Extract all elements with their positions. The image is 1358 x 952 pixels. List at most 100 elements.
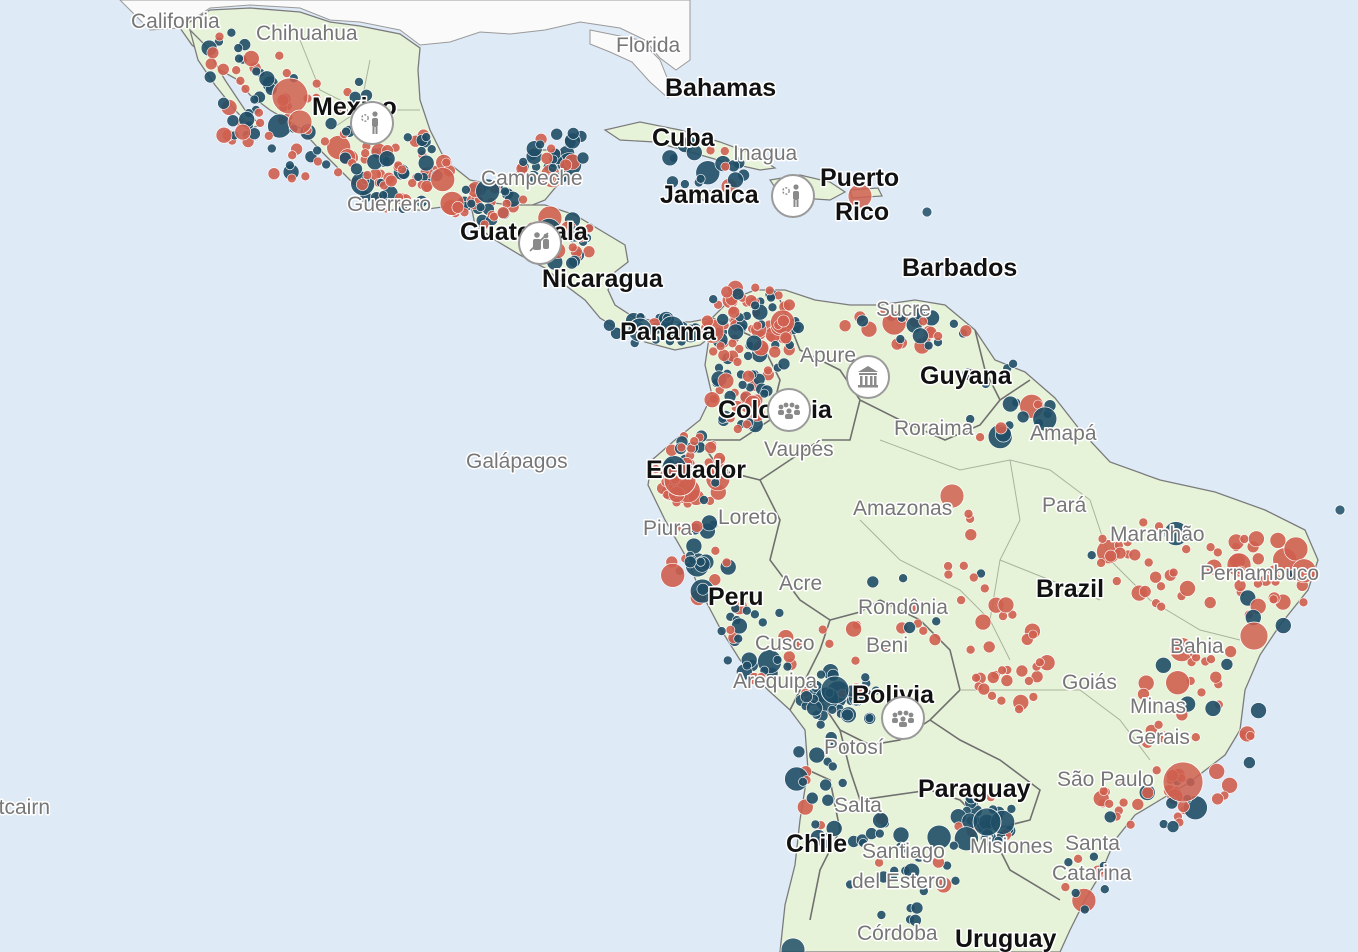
event-marker-red[interactable] (756, 672, 767, 682)
event-marker-red[interactable] (959, 324, 973, 338)
event-marker-red[interactable] (215, 126, 233, 144)
event-marker-red[interactable] (1191, 732, 1201, 743)
event-marker-red[interactable] (384, 174, 398, 188)
event-marker-red[interactable] (1252, 552, 1265, 566)
event-marker-red[interactable] (1156, 581, 1166, 592)
event-marker-red[interactable] (540, 152, 554, 165)
event-marker-red[interactable] (768, 345, 782, 359)
event-marker-red[interactable] (968, 572, 979, 583)
event-marker-blue[interactable] (837, 778, 848, 788)
event-marker-blue[interactable] (233, 43, 244, 53)
event-marker-blue[interactable] (1089, 851, 1099, 862)
event-marker-blue[interactable] (800, 690, 813, 704)
event-marker-red[interactable] (932, 855, 945, 869)
event-marker-red[interactable] (742, 419, 752, 430)
event-marker-blue[interactable] (777, 357, 791, 371)
event-marker-red[interactable] (1015, 664, 1029, 678)
event-marker-blue[interactable] (805, 791, 819, 805)
event-marker-red[interactable] (1205, 558, 1223, 576)
event-marker-red[interactable] (1073, 853, 1083, 864)
event-marker-red[interactable] (708, 573, 722, 587)
event-marker-red[interactable] (1096, 558, 1106, 568)
event-marker-red[interactable] (1221, 776, 1238, 794)
event-marker-blue[interactable] (699, 495, 709, 505)
event-marker-blue[interactable] (324, 117, 338, 130)
event-marker-red[interactable] (254, 107, 264, 118)
event-marker-red[interactable] (441, 157, 452, 168)
event-marker-red[interactable] (1024, 676, 1034, 686)
event-marker-red[interactable] (1131, 798, 1145, 811)
event-marker-blue[interactable] (417, 154, 435, 172)
event-marker-blue[interactable] (1099, 861, 1109, 871)
event-marker-red[interactable] (582, 245, 596, 258)
event-marker-red[interactable] (974, 613, 992, 631)
event-marker-red[interactable] (1060, 882, 1071, 892)
event-marker-red[interactable] (705, 145, 716, 156)
event-marker-red[interactable] (1191, 652, 1201, 663)
event-marker-blue[interactable] (550, 127, 564, 141)
event-marker-red[interactable] (1145, 724, 1158, 737)
event-marker-blue[interactable] (350, 162, 363, 176)
event-marker-red[interactable] (1211, 792, 1224, 806)
event-marker-blue[interactable] (1163, 521, 1189, 546)
event-marker-red[interactable] (1007, 609, 1018, 620)
protest-icon[interactable] (350, 101, 394, 145)
event-marker-red[interactable] (271, 77, 309, 115)
event-marker-blue[interactable] (727, 323, 745, 341)
event-marker-blue[interactable] (976, 568, 986, 579)
event-marker-red[interactable] (204, 57, 218, 71)
event-marker-blue[interactable] (716, 313, 730, 326)
event-marker-blue[interactable] (759, 388, 770, 399)
event-marker-red[interactable] (360, 148, 371, 158)
event-marker-blue[interactable] (576, 151, 590, 165)
event-marker-red[interactable] (281, 68, 292, 78)
event-marker-red[interactable] (752, 320, 763, 331)
event-marker-red[interactable] (725, 413, 736, 424)
event-marker-blue[interactable] (949, 318, 959, 329)
event-marker-red[interactable] (311, 78, 322, 89)
event-marker-blue[interactable] (1063, 857, 1074, 868)
event-marker-blue[interactable] (912, 849, 926, 863)
event-marker-blue[interactable] (402, 132, 413, 143)
event-marker-blue[interactable] (659, 315, 685, 341)
event-marker-red[interactable] (214, 31, 225, 42)
event-marker-red[interactable] (817, 624, 828, 635)
event-marker-blue[interactable] (1166, 820, 1180, 833)
event-marker-red[interactable] (546, 143, 556, 154)
event-marker-red[interactable] (407, 178, 418, 188)
event-marker-red[interactable] (1181, 544, 1191, 555)
event-marker-red[interactable] (918, 625, 929, 636)
event-marker-red[interactable] (977, 682, 991, 696)
event-marker-red[interactable] (720, 285, 734, 299)
event-marker-red[interactable] (1143, 557, 1154, 568)
event-marker-blue[interactable] (1334, 504, 1346, 516)
event-marker-red[interactable] (732, 357, 743, 367)
event-marker-blue[interactable] (737, 380, 748, 390)
event-marker-red[interactable] (1298, 597, 1309, 608)
event-marker-blue[interactable] (1008, 358, 1018, 369)
event-marker-blue[interactable] (1002, 395, 1019, 413)
event-marker-blue[interactable] (923, 340, 934, 351)
event-marker-blue[interactable] (782, 661, 793, 672)
event-marker-red[interactable] (779, 331, 793, 345)
crowd-icon[interactable] (881, 696, 925, 740)
event-marker-red[interactable] (979, 583, 990, 594)
event-marker-blue[interactable] (249, 94, 260, 105)
event-marker-red[interactable] (1151, 765, 1162, 776)
event-marker-red[interactable] (777, 314, 790, 328)
event-marker-red[interactable] (908, 603, 918, 614)
event-marker-blue[interactable] (780, 937, 806, 952)
event-marker-red[interactable] (355, 178, 369, 191)
event-marker-red[interactable] (451, 201, 465, 214)
event-marker-red[interactable] (677, 523, 688, 534)
event-marker-red[interactable] (956, 595, 966, 605)
event-marker-blue[interactable] (610, 326, 623, 340)
event-marker-red[interactable] (584, 223, 595, 234)
event-marker-blue[interactable] (696, 582, 710, 596)
event-marker-blue[interactable] (948, 840, 959, 851)
event-marker-blue[interactable] (772, 655, 783, 665)
event-marker-red[interactable] (1156, 601, 1166, 612)
event-marker-blue[interactable] (742, 660, 752, 671)
event-marker-blue[interactable] (815, 719, 826, 730)
